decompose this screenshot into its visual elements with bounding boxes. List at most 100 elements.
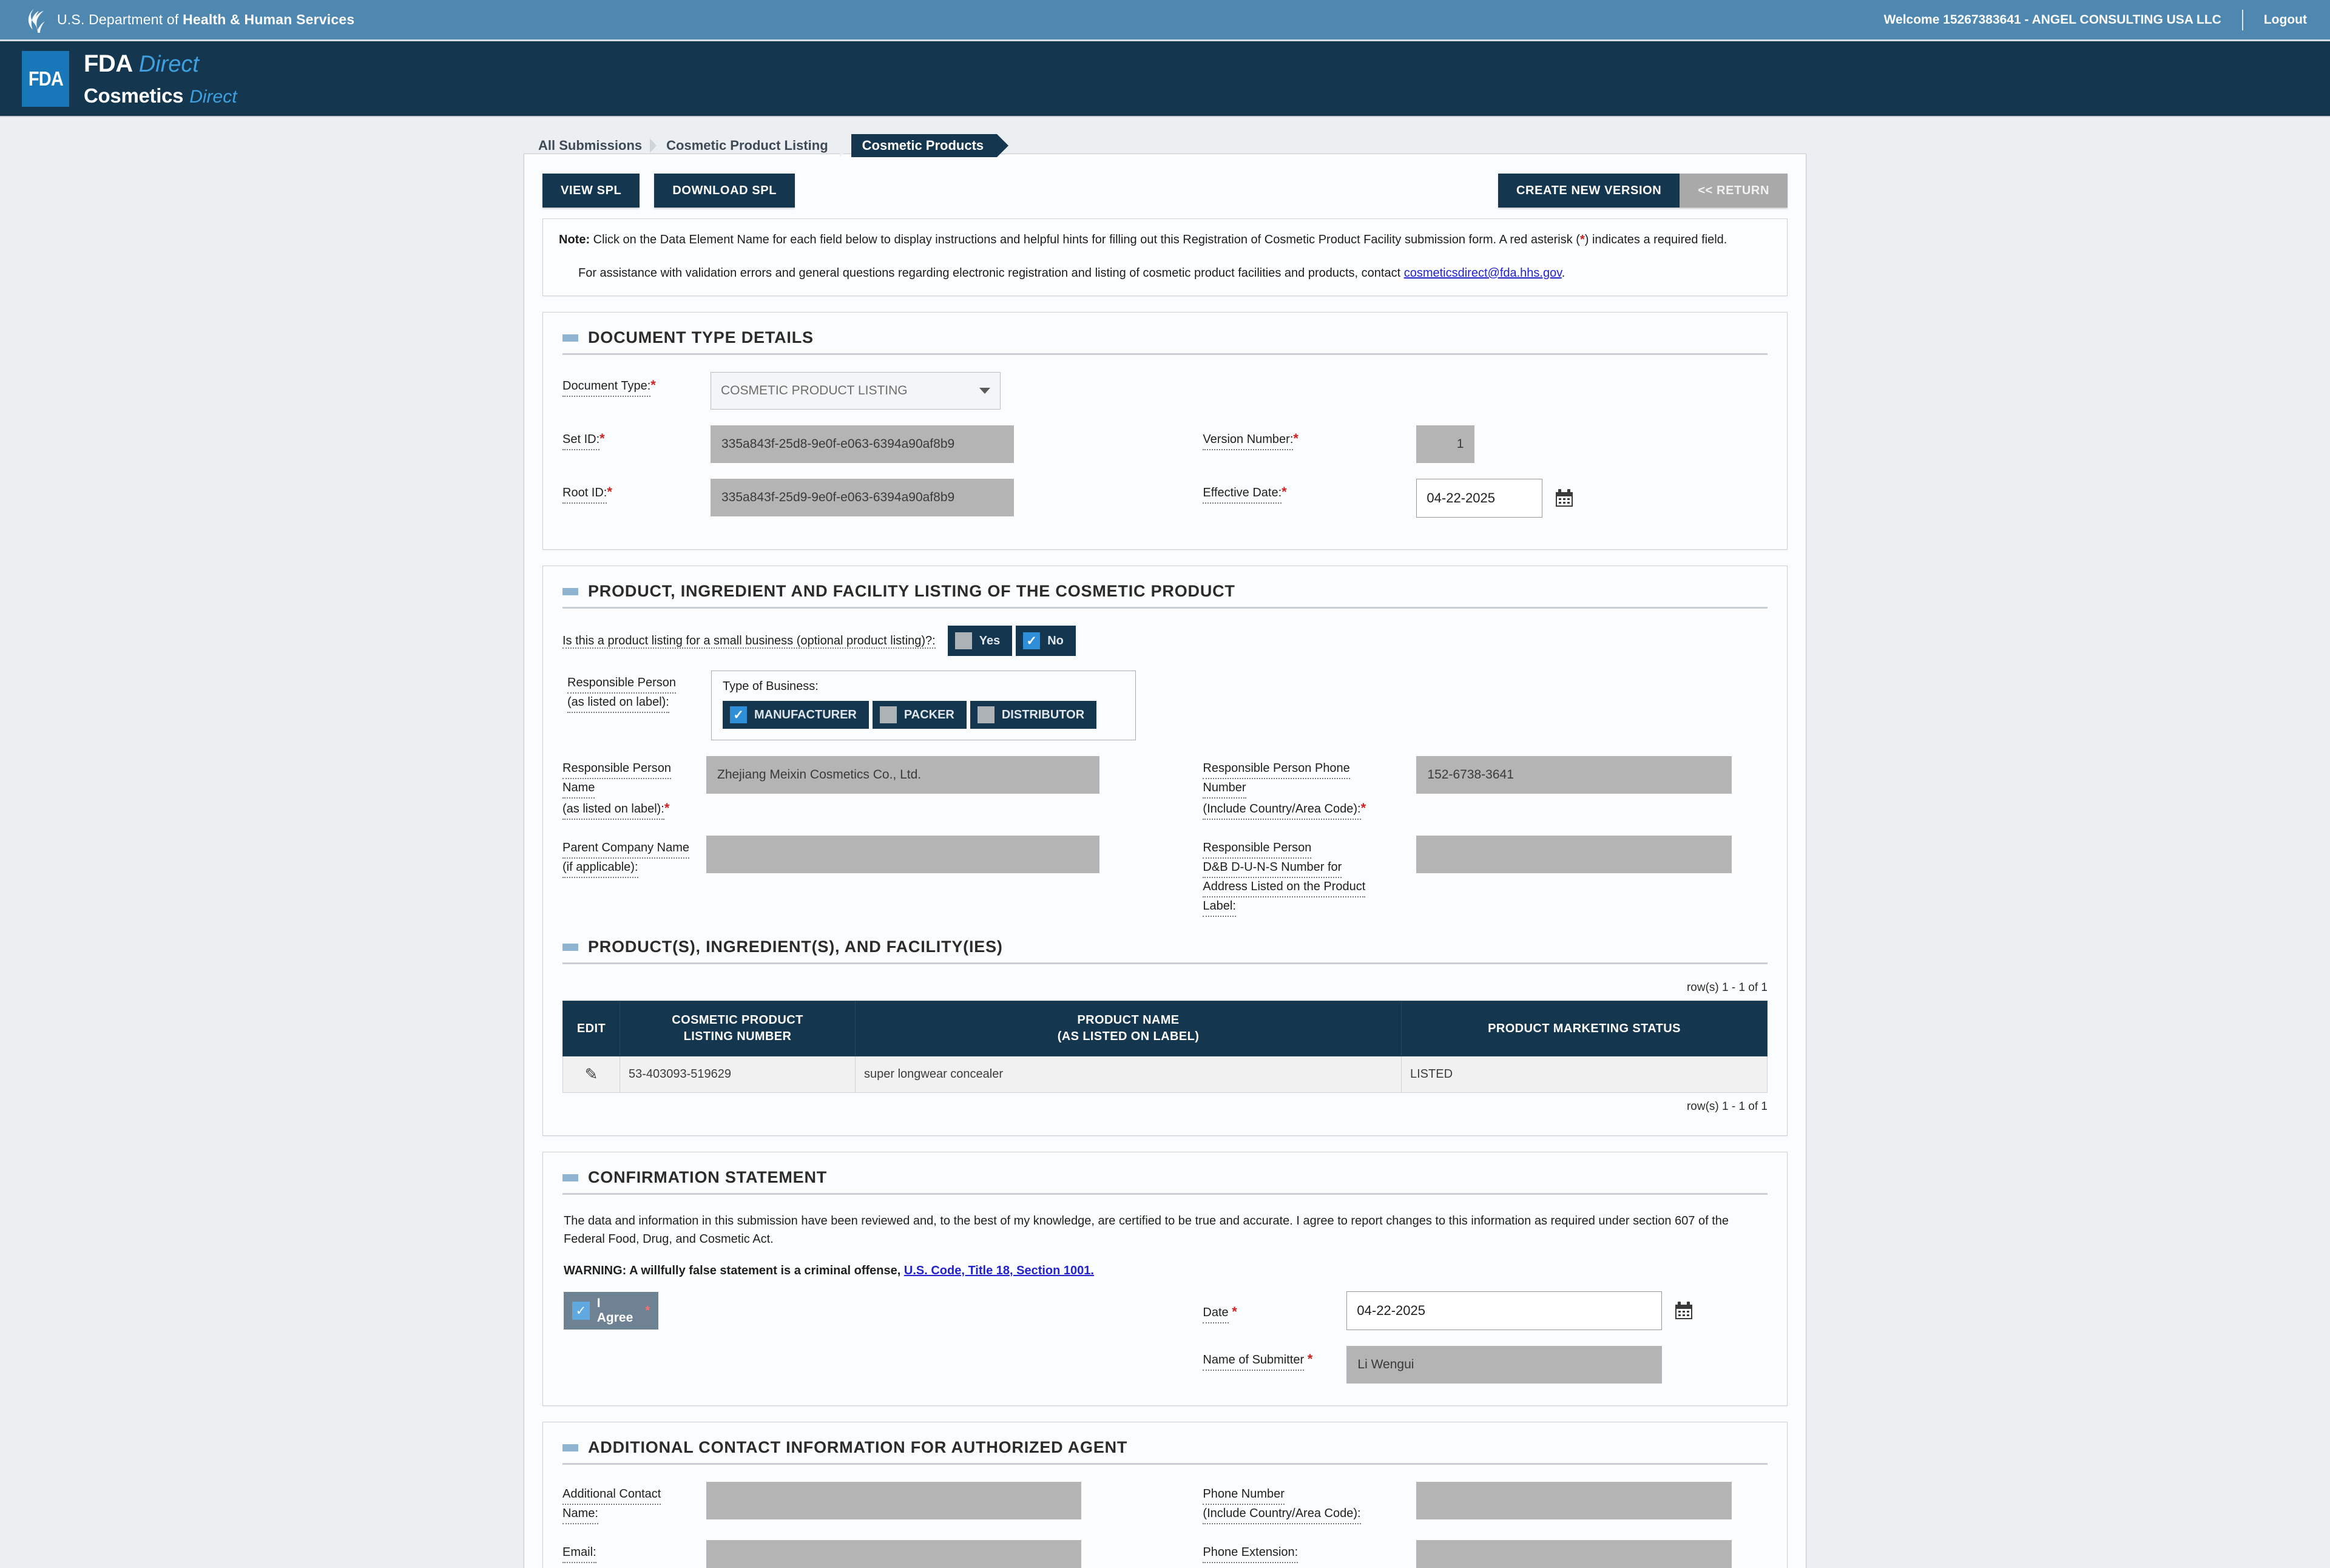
type-of-business-box: Type of Business: ✓ MANUFACTURER PACKER: [711, 671, 1136, 740]
products-table-body: ✎ 53-403093-519629 super longwear concea…: [562, 1056, 1768, 1093]
pencil-edit-icon[interactable]: ✎: [584, 1065, 598, 1083]
duns-field-group: Responsible Person D&B D-U-N-S Number fo…: [1198, 836, 1772, 917]
submitter-row-left-empty: [558, 1346, 1198, 1384]
submitter-label[interactable]: Name of Submitter *: [1198, 1346, 1346, 1371]
section-divider: [562, 607, 1768, 609]
note-prefix: Note:: [559, 233, 590, 246]
type-of-business-packer[interactable]: PACKER: [872, 701, 967, 729]
column-product-name-line2: (AS LISTED ON LABEL): [1057, 1030, 1200, 1043]
hhs-top-bar: U.S. Department of Health & Human Servic…: [0, 0, 2330, 41]
section-bullet-icon: [562, 1444, 578, 1451]
logout-link[interactable]: Logout: [2263, 12, 2307, 27]
section-divider: [562, 353, 1768, 355]
confirmation-date-input[interactable]: 04-22-2025: [1346, 1291, 1663, 1330]
note-email-suffix: .: [1561, 266, 1565, 280]
phone-extension-field: [1416, 1540, 1732, 1568]
hhs-agency-name: U.S. Department of Health & Human Servic…: [57, 12, 354, 28]
document-type-field-group: Document Type:* COSMETIC PRODUCT LISTING: [558, 372, 1198, 410]
hhs-eagle-logo: [28, 7, 45, 33]
rp-phone-label[interactable]: Responsible Person Phone Number (Include…: [1198, 756, 1416, 820]
type-of-business-row: Responsible Person (as listed on label):…: [558, 671, 1772, 740]
phone-extension-label[interactable]: Phone Extension:: [1198, 1540, 1416, 1563]
rp-name-label[interactable]: Responsible Person Name (as listed on la…: [558, 756, 706, 820]
effective-date-input[interactable]: 04-22-2025: [1416, 479, 1543, 518]
document-type-label[interactable]: Document Type:*: [558, 372, 711, 397]
calendar-icon[interactable]: [1551, 479, 1578, 518]
fda-brand-fda: FDA: [84, 50, 133, 77]
small-business-yes-label: Yes: [979, 634, 1001, 647]
confirmation-date-label[interactable]: Date *: [1198, 1299, 1346, 1323]
content-wrapper: All Submissions Cosmetic Product Listing…: [519, 117, 1811, 1568]
tab-cosmetic-product-listing[interactable]: Cosmetic Product Listing: [658, 135, 843, 156]
parent-company-label[interactable]: Parent Company Name (if applicable):: [558, 836, 706, 878]
additional-contact-title: ADDITIONAL CONTACT INFORMATION FOR AUTHO…: [588, 1438, 1128, 1456]
download-spl-button[interactable]: DOWNLOAD SPL: [654, 174, 795, 208]
product-ingredient-facility-section: PRODUCT, INGREDIENT AND FACILITY LISTING…: [542, 566, 1788, 1136]
products-table-header-row: EDIT COSMETIC PRODUCT LISTING NUMBER PRO…: [562, 1001, 1768, 1056]
set-id-value-field: 335a843f-25d8-9e0f-e063-6394a90af8b9: [711, 425, 1014, 463]
create-new-version-button[interactable]: CREATE NEW VERSION: [1498, 174, 1680, 208]
parent-company-label-line2: (if applicable):: [562, 859, 638, 878]
fda-logo-block[interactable]: FDA FDA Direct Cosmetics Direct: [22, 50, 345, 107]
root-id-field-group: Root ID:* 335a843f-25d9-9e0f-e063-6394a9…: [558, 479, 1198, 518]
duns-label[interactable]: Responsible Person D&B D-U-N-S Number fo…: [1198, 836, 1416, 917]
i-agree-button[interactable]: ✓ I Agree *: [564, 1292, 658, 1330]
manufacturer-label: MANUFACTURER: [754, 708, 857, 721]
small-business-yes-option[interactable]: Yes: [947, 626, 1013, 656]
fda-brand-direct: Direct: [138, 51, 199, 77]
cosmetics-direct-email-link[interactable]: cosmeticsdirect@fda.hhs.gov: [1403, 266, 1562, 280]
column-edit: EDIT: [562, 1001, 620, 1056]
set-id-label[interactable]: Set ID:*: [558, 425, 711, 450]
root-id-label[interactable]: Root ID:*: [558, 479, 711, 504]
parent-company-field-group: Parent Company Name (if applicable):: [558, 836, 1198, 917]
effective-date-label[interactable]: Effective Date:*: [1198, 479, 1416, 504]
rp-phone-label-line1: Responsible Person Phone: [1203, 760, 1350, 779]
document-type-value: COSMETIC PRODUCT LISTING: [721, 384, 908, 397]
required-asterisk: *: [664, 800, 670, 816]
confirmation-title: CONFIRMATION STATEMENT: [588, 1168, 828, 1186]
type-of-business-manufacturer[interactable]: ✓ MANUFACTURER: [723, 701, 869, 729]
set-id-label-text: Set ID:: [562, 431, 600, 450]
version-number-label[interactable]: Version Number:*: [1198, 425, 1416, 450]
column-listing-number-line2: LISTING NUMBER: [683, 1030, 792, 1043]
checkbox-unchecked-icon: [977, 706, 994, 723]
hhs-agency-prefix: U.S. Department of: [57, 12, 183, 27]
note-main-text: Note: Click on the Data Element Name for…: [559, 231, 1771, 249]
parent-company-label-line1: Parent Company Name: [562, 839, 689, 859]
confirmation-date-group: Date * 04-22-2025: [1198, 1291, 1772, 1330]
rp-phone-label-line3: (Include Country/Area Code):: [1203, 800, 1361, 820]
additional-contact-email-label[interactable]: Email:: [558, 1540, 706, 1563]
required-asterisk: *: [607, 484, 612, 499]
submitter-value-field: Li Wengui: [1346, 1346, 1663, 1384]
calendar-icon[interactable]: [1670, 1291, 1697, 1330]
responsible-person-label[interactable]: Responsible Person (as listed on label):: [562, 671, 711, 713]
additional-contact-name-label[interactable]: Additional Contact Name:: [558, 1482, 706, 1524]
page-body: All Submissions Cosmetic Product Listing…: [0, 117, 2330, 1568]
edit-cell[interactable]: ✎: [562, 1056, 620, 1093]
small-business-label[interactable]: Is this a product listing for a small bu…: [562, 634, 948, 649]
required-asterisk: *: [1232, 1303, 1237, 1319]
type-of-business-distributor[interactable]: DISTRIBUTOR: [970, 701, 1097, 729]
additional-contact-section: ADDITIONAL CONTACT INFORMATION FOR AUTHO…: [542, 1422, 1788, 1568]
return-button[interactable]: << RETURN: [1680, 174, 1788, 208]
section-divider: [562, 962, 1768, 964]
us-code-link[interactable]: U.S. Code, Title 18, Section 1001.: [903, 1264, 1094, 1277]
required-asterisk: *: [1293, 431, 1298, 446]
small-business-no-option[interactable]: ✓ No: [1016, 626, 1076, 656]
section-bullet-icon: [562, 1174, 578, 1181]
note-body-1: Click on the Data Element Name for each …: [590, 233, 1580, 246]
rp-phone-field-group: Responsible Person Phone Number (Include…: [1198, 756, 1772, 820]
checkbox-checked-icon: ✓: [572, 1302, 590, 1320]
additional-contact-phone-field: [1416, 1482, 1732, 1519]
view-spl-button[interactable]: VIEW SPL: [542, 174, 640, 208]
welcome-message: Welcome 15267383641 - ANGEL CONSULTING U…: [1883, 12, 2221, 27]
note-body-2: ) indicates a required field.: [1584, 233, 1727, 246]
tab-cosmetic-products[interactable]: Cosmetic Products: [839, 133, 1008, 157]
root-id-value-field: 335a843f-25d9-9e0f-e063-6394a90af8b9: [711, 479, 1014, 516]
phone-extension-label-text: Phone Extension:: [1203, 1544, 1298, 1563]
fda-brand-words: FDA Direct Cosmetics Direct: [69, 50, 345, 107]
submitter-group: Name of Submitter * Li Wengui: [1198, 1346, 1772, 1384]
document-type-select[interactable]: COSMETIC PRODUCT LISTING: [711, 372, 1001, 410]
tab-all-submissions[interactable]: All Submissions: [530, 135, 658, 156]
additional-contact-phone-label[interactable]: Phone Number (Include Country/Area Code)…: [1198, 1482, 1416, 1524]
